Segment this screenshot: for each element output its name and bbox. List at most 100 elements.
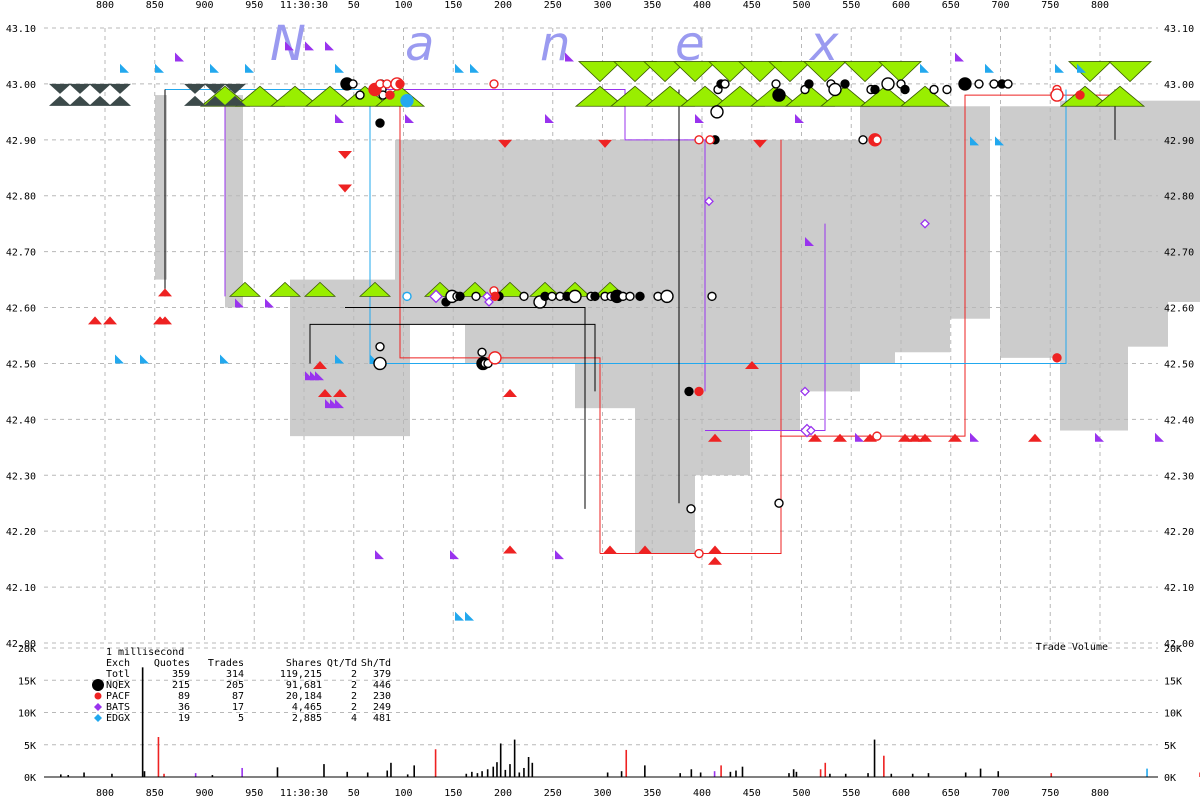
stats-cell-4-4: 4	[351, 713, 357, 724]
stats-header-0: Exch	[106, 658, 130, 669]
flag-bats-40	[450, 550, 459, 560]
ask-triangle-1	[613, 61, 657, 83]
trade-nqex-59	[942, 84, 952, 95]
flag-edgx-11	[970, 136, 979, 146]
other-bid-0	[49, 95, 71, 106]
y-left-tick-5: 42.60	[6, 304, 36, 315]
x-top-tick-8: 200	[494, 0, 512, 11]
legend-nqex	[92, 679, 104, 691]
trade-nqex-44	[771, 79, 781, 89]
volume-bar-25	[492, 766, 495, 777]
x-top-tick-5: 50	[348, 0, 360, 11]
y-right-tick-9: 42.20	[1164, 527, 1194, 538]
stats-cell-1-4: 2	[351, 680, 357, 691]
stats-cell-1-2: 205	[226, 680, 244, 691]
x-top-tick-12: 400	[693, 0, 711, 11]
stats-cell-3-0: BATS	[106, 702, 130, 713]
bid-triangle-7	[609, 85, 661, 107]
stats-cell-2-3: 20,184	[286, 691, 322, 702]
pacf-triangle-20	[863, 433, 877, 442]
stats-cell-3-4: 2	[351, 702, 357, 713]
x-top-tick-9: 250	[544, 0, 562, 11]
flag-bats-36	[1155, 432, 1164, 442]
flag-bats-27	[265, 298, 274, 308]
vol-y-right-tick-3: 5K	[1164, 741, 1176, 752]
trade-bats-4	[800, 386, 810, 397]
volume-bar-37	[625, 749, 628, 777]
volume-bar-31	[518, 772, 521, 777]
x-top-tick-6: 100	[394, 0, 412, 11]
trade-nqex-1	[348, 79, 358, 89]
flag-edgx-1	[155, 63, 164, 73]
trade-pacf-10	[488, 351, 502, 365]
trade-nqex-32	[625, 291, 635, 302]
stats-header-4: Qt/Td	[327, 658, 357, 669]
stats-cell-2-5: 230	[373, 691, 391, 702]
stats-cell-3-1: 36	[178, 702, 190, 713]
legend-pacf	[94, 692, 102, 700]
trade-nqex-58	[929, 84, 939, 95]
bid-triangle-13	[819, 85, 871, 107]
pacf-triangle-9	[333, 389, 347, 397]
x-bottom-tick-15: 550	[842, 788, 860, 799]
bid-triangle-low-1	[268, 281, 302, 297]
spread-block-15	[1060, 100, 1128, 431]
bid-triangle-12	[784, 85, 836, 107]
volume-bar-43	[720, 765, 722, 777]
volume-bar-28	[504, 769, 507, 777]
volume-bar-26	[496, 762, 498, 777]
trade-pacf-18	[1052, 353, 1062, 363]
x-top-tick-10: 300	[593, 0, 611, 11]
volume-bar-17	[406, 774, 409, 777]
flag-bats-22	[305, 41, 314, 51]
stats-cell-0-3: 119,215	[280, 669, 322, 680]
trade-nqex-22	[547, 291, 557, 302]
volume-bar-3	[111, 773, 113, 777]
pacf-triangle-5	[88, 316, 102, 325]
trade-nqex-25	[568, 289, 582, 304]
volume-bar-13	[346, 771, 349, 777]
pacf-triangle-3	[598, 139, 612, 148]
other-ask-5	[204, 83, 226, 94]
y-left-tick-0: 43.10	[6, 24, 36, 35]
trade-nqex-60	[958, 77, 972, 91]
y-right-tick-4: 42.70	[1164, 248, 1194, 259]
x-bottom-tick-1: 850	[146, 788, 164, 799]
bid-triangle-3	[304, 85, 356, 107]
stats-cell-3-2: 17	[232, 702, 244, 713]
quote-line-bats-5	[705, 223, 826, 432]
x-top-tick-13: 450	[743, 0, 761, 11]
volume-bar-0	[60, 774, 62, 777]
y-right-tick-11: 42.00	[1164, 639, 1194, 650]
y-left-tick-10: 42.10	[6, 583, 36, 594]
x-top-tick-16: 600	[892, 0, 910, 11]
vol-y-left-tick-4: 0K	[24, 773, 36, 784]
ask-triangle-0	[578, 61, 622, 83]
flag-bats-23	[325, 41, 334, 51]
stats-header-5: Sh/Td	[361, 658, 391, 669]
x-top-tick-3: 950	[245, 0, 263, 11]
bid-triangle-15	[899, 85, 951, 107]
flag-edgx-6	[470, 63, 479, 73]
y-right-tick-2: 42.90	[1164, 136, 1194, 147]
vol-y-right-tick-4: 0K	[1164, 773, 1176, 784]
trade-pacf-3	[385, 90, 395, 100]
volume-bar-42	[713, 771, 716, 777]
pacf-triangle-15	[708, 556, 722, 565]
x-bottom-tick-18: 700	[991, 788, 1009, 799]
flag-bats-25	[955, 52, 964, 62]
y-right-tick-0: 43.10	[1164, 24, 1194, 35]
x-top-tick-4: 11:30:30	[280, 0, 328, 11]
volume-bar-35	[606, 772, 609, 777]
x-bottom-tick-10: 300	[593, 788, 611, 799]
volume-bar-64	[1146, 768, 1148, 777]
bid-triangle-14	[859, 85, 911, 107]
stats-cell-0-4: 2	[351, 669, 357, 680]
trade-markers	[340, 77, 1085, 559]
vol-y-right-tick-1: 15K	[1164, 676, 1182, 687]
trade-bats-3	[704, 196, 714, 207]
flag-edgx-13	[115, 354, 124, 364]
bid-triangle-2	[269, 85, 321, 107]
x-top-tick-19: 750	[1041, 0, 1059, 11]
flag-edgx-5	[455, 63, 464, 73]
